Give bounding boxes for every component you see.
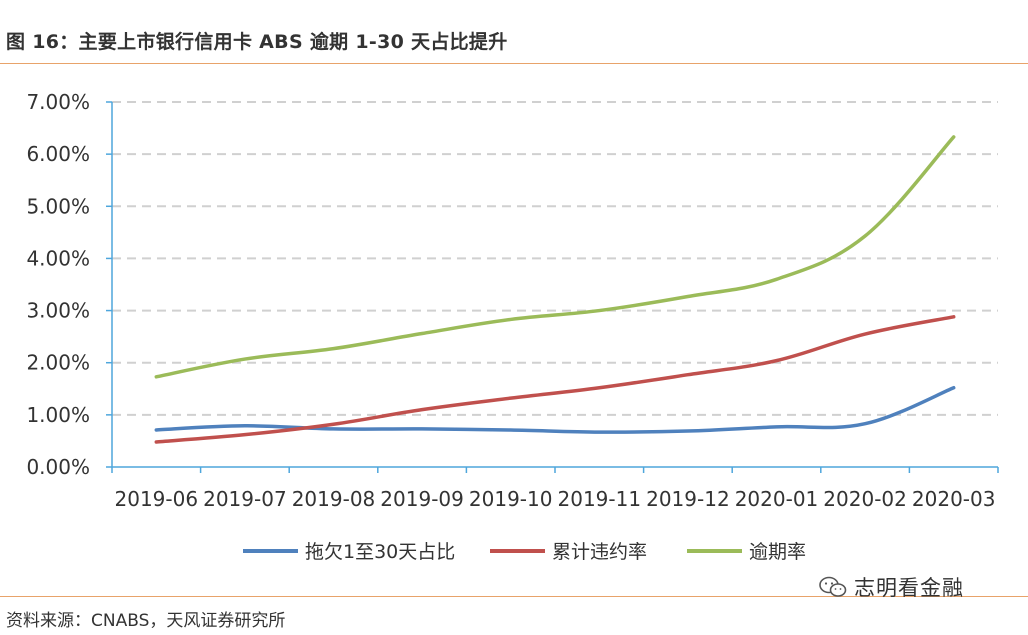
series-line-3: [154, 135, 956, 379]
gridlines: [112, 101, 998, 416]
series-line-1: [154, 385, 956, 434]
wechat-icon: [819, 576, 847, 597]
axes: [106, 101, 999, 473]
footer-divider: [0, 596, 1028, 597]
y-tick-label: 6.00%: [26, 142, 90, 166]
x-tick-label: 2019-11: [558, 487, 642, 511]
y-tick-label: 0.00%: [26, 455, 90, 479]
y-tick-label: 2.00%: [26, 351, 90, 375]
x-tick-label: 2019-09: [380, 487, 464, 511]
x-tick-label: 2020-01: [735, 487, 819, 511]
legend-label: 累计违约率: [552, 541, 647, 563]
y-tick-label: 1.00%: [26, 403, 90, 427]
figure-title: 图 16：主要上市银行信用卡 ABS 逾期 1-30 天占比提升: [6, 31, 508, 53]
x-axis-tick-labels: 2019-06 2019-07 2019-08 2019-09 2019-10 2019-…: [115, 487, 996, 511]
watermark-text: 志明看金融: [854, 576, 964, 600]
series-line-2: [154, 315, 956, 444]
line-chart: 0.00% 1.00% 2.00% 3.00% 4.00% 5.00% 6.00% 7.00%…: [26, 90, 999, 563]
legend: 拖欠1至30天占比 累计违约率 逾期率: [243, 541, 806, 563]
legend-label: 逾期率: [749, 541, 806, 563]
source-note: 资料来源：CNABS，天风证券研究所: [6, 611, 286, 631]
y-tick-label: 5.00%: [26, 194, 90, 218]
title-divider: [0, 63, 1028, 64]
legend-label: 拖欠1至30天占比: [305, 541, 455, 563]
watermark: 志明看金融: [818, 572, 964, 602]
x-tick-label: 2019-12: [646, 487, 730, 511]
x-tick-label: 2019-08: [292, 487, 376, 511]
x-tick-label: 2020-02: [823, 487, 907, 511]
series-lines: [154, 135, 956, 444]
y-tick-label: 7.00%: [26, 90, 90, 114]
y-tick-label: 4.00%: [26, 246, 90, 270]
x-tick-label: 2020-03: [912, 487, 996, 511]
y-tick-label: 3.00%: [26, 299, 90, 323]
y-axis-tick-labels: 0.00% 1.00% 2.00% 3.00% 4.00% 5.00% 6.00% 7.00%: [26, 90, 90, 479]
x-tick-label: 2019-06: [115, 487, 199, 511]
x-tick-label: 2019-07: [203, 487, 287, 511]
x-tick-label: 2019-10: [469, 487, 553, 511]
